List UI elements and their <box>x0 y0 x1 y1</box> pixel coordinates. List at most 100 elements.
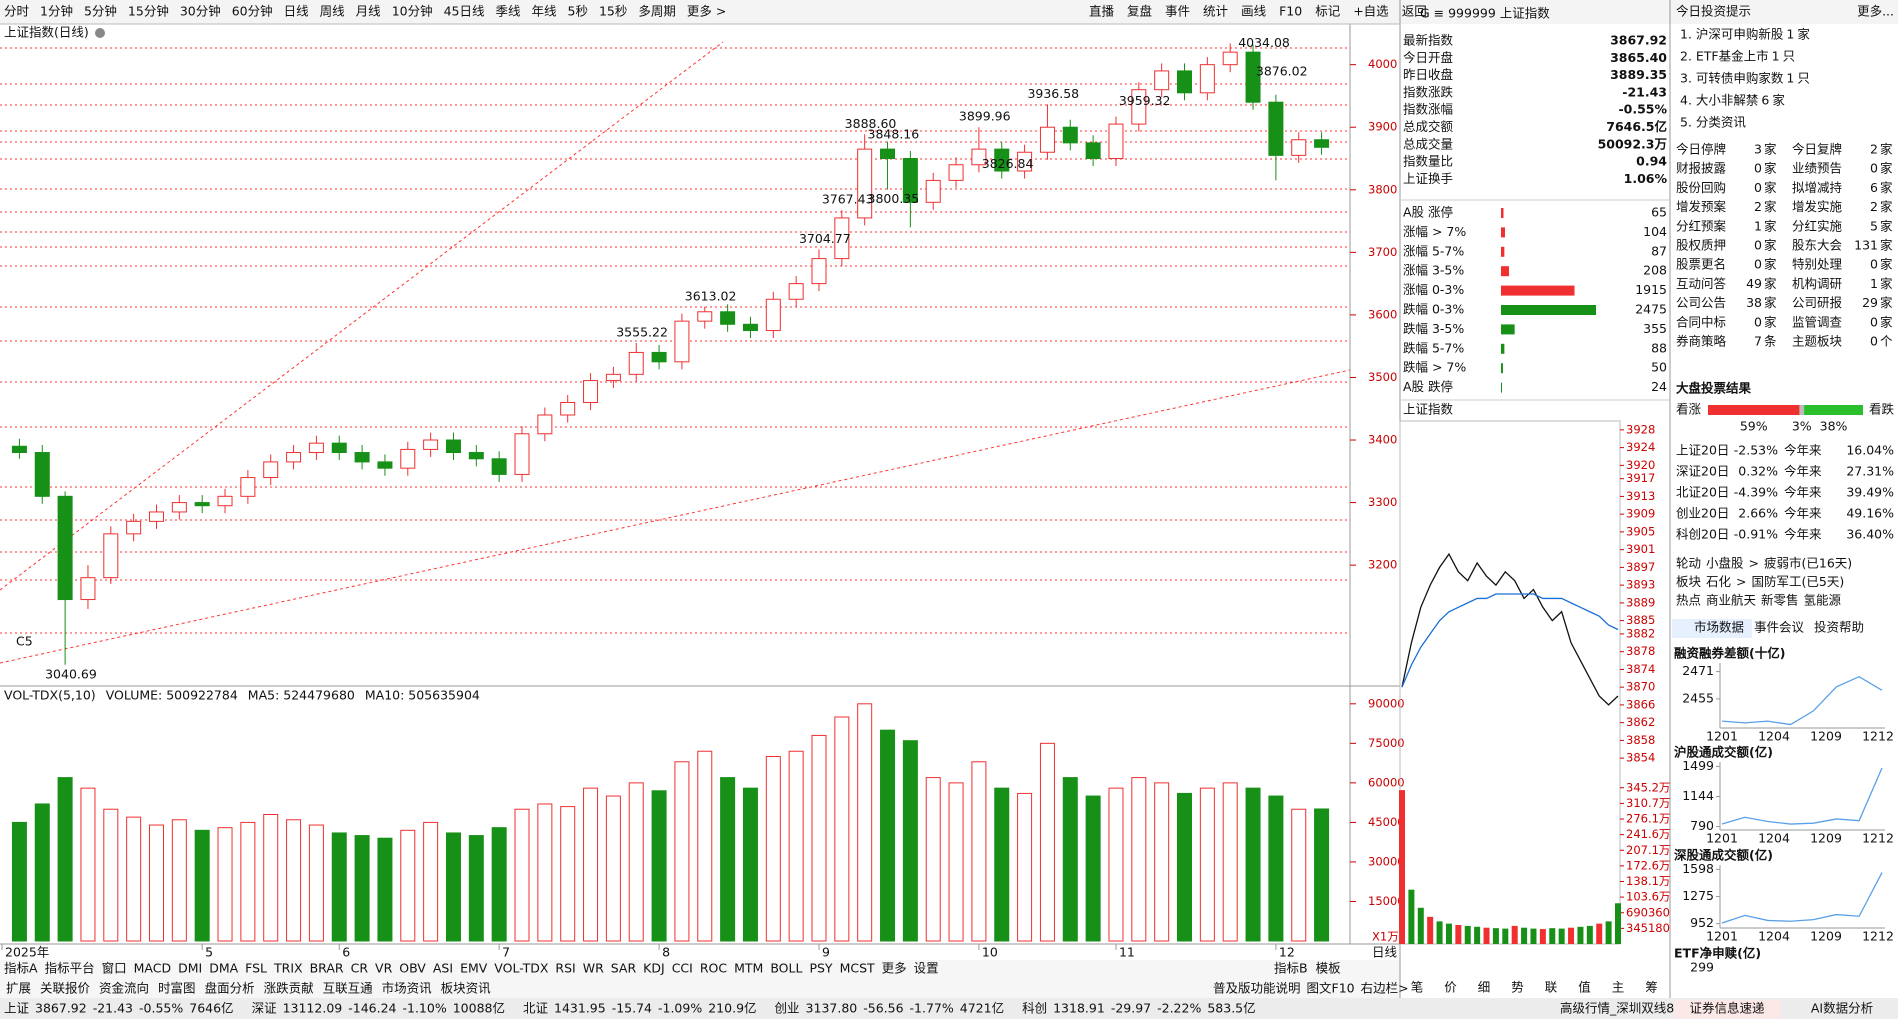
indicator-tab[interactable]: 指标B <box>1274 961 1308 976</box>
indicator-tab[interactable]: ASI <box>433 961 453 976</box>
intraday-tab[interactable]: 主 <box>1612 980 1625 995</box>
info-tab[interactable]: 涨跌贡献 <box>264 981 314 996</box>
candle-body <box>1268 101 1284 156</box>
period-tab[interactable]: 30分钟 <box>180 4 221 19</box>
info-tab[interactable]: 市场数据 <box>1694 620 1744 635</box>
indicator-tab[interactable]: 模板 <box>1316 961 1342 976</box>
indicator-tab[interactable]: SAR <box>611 961 637 976</box>
breadth-label: 跌幅 3-5% <box>1403 321 1464 336</box>
intraday-tab[interactable]: 联 <box>1545 980 1558 995</box>
intraday-tab[interactable]: 势 <box>1511 980 1524 995</box>
intraday-tab[interactable]: 细 <box>1478 980 1491 995</box>
period-tab[interactable]: 周线 <box>320 4 346 19</box>
status-item: -0.55% <box>139 1001 183 1016</box>
info-tab[interactable]: 盘面分析 <box>205 981 255 996</box>
volume-bar <box>468 835 484 942</box>
period-tab[interactable]: 更多 > <box>687 4 726 19</box>
info-tab[interactable]: 投资帮助 <box>1814 620 1864 635</box>
info-tab[interactable]: 普及版功能说明 <box>1213 981 1301 996</box>
status-item: 北证 <box>523 1001 549 1016</box>
indicator-tab[interactable]: RSI <box>555 961 575 976</box>
indicator-tab[interactable]: ROC <box>700 961 728 976</box>
info-tab[interactable]: 扩展 <box>6 981 31 996</box>
tool-button[interactable]: +自选 <box>1353 4 1389 19</box>
tips-more[interactable]: 更多... <box>1857 4 1894 19</box>
status-item[interactable]: 证券信息速递 <box>1689 1001 1765 1016</box>
indicator-tab[interactable]: 更多 <box>882 961 907 976</box>
indicator-tab[interactable]: VOL-TDX <box>494 961 549 976</box>
info-tab[interactable]: 时富图 <box>158 981 196 996</box>
period-tab[interactable]: 多周期 <box>638 4 676 19</box>
status-item[interactable]: AI数据分析 <box>1811 1001 1873 1016</box>
tool-button[interactable]: 画线 <box>1241 4 1267 19</box>
period-tab[interactable]: 10分钟 <box>392 4 433 19</box>
indicator-tab[interactable]: KDJ <box>643 961 665 976</box>
info-tab[interactable]: 右边栏> <box>1361 981 1409 996</box>
volume-bar <box>765 756 781 942</box>
info-tab[interactable]: 事件会议 <box>1754 620 1805 635</box>
period-tab[interactable]: 15秒 <box>599 4 627 19</box>
info-tab[interactable]: 板块资讯 <box>441 981 492 996</box>
indicator-tab[interactable]: MACD <box>134 961 171 976</box>
indicator-tab[interactable]: 指标平台 <box>45 961 95 976</box>
indicator-tab[interactable]: 指标A <box>4 961 38 976</box>
period-tab[interactable]: 45日线 <box>444 4 485 19</box>
period-tab[interactable]: 分时 <box>4 4 30 19</box>
period-tab[interactable]: 1分钟 <box>40 4 73 19</box>
tool-button[interactable]: 返回 <box>1402 4 1427 19</box>
info-tab[interactable]: 资金流向 <box>99 981 149 996</box>
breadth-value: 1915 <box>1635 282 1667 297</box>
indicator-tab[interactable]: EMV <box>460 961 488 976</box>
indicator-tab[interactable]: WR <box>583 961 604 976</box>
intraday-tab[interactable]: 筹 <box>1645 980 1658 995</box>
info-tab[interactable]: 图文F10 <box>1307 981 1355 996</box>
indicator-tab[interactable]: DMA <box>209 961 238 976</box>
period-tab[interactable]: 月线 <box>356 4 382 19</box>
tool-button[interactable]: 直播 <box>1089 4 1115 19</box>
period-tab[interactable]: 日线 <box>284 4 310 19</box>
intraday-tab[interactable]: 笔 <box>1411 980 1424 995</box>
period-tab[interactable]: 15分钟 <box>128 4 169 19</box>
tool-button[interactable]: 事件 <box>1165 4 1190 19</box>
intraday-tab[interactable]: 值 <box>1578 980 1591 995</box>
period-tab[interactable]: 年线 <box>532 4 558 19</box>
status-item: 上证 <box>4 1001 30 1016</box>
volume-bar <box>423 821 439 942</box>
indicator-tab[interactable]: CR <box>351 961 369 976</box>
period-tab[interactable]: 60分钟 <box>232 4 273 19</box>
period-tab[interactable]: 5分钟 <box>84 4 117 19</box>
grid-value: 6 <box>1870 180 1878 195</box>
info-tab[interactable]: 互联互通 <box>323 981 374 996</box>
breadth-value: 24 <box>1651 379 1667 394</box>
status-item: -15.74 <box>612 1001 652 1016</box>
intraday-tab[interactable]: 价 <box>1444 980 1457 995</box>
period-tab[interactable]: 季线 <box>496 4 522 19</box>
x-tick-label: 1209 <box>1810 729 1842 744</box>
tool-button[interactable]: F10 <box>1279 4 1302 19</box>
indicator-tab[interactable]: VR <box>375 961 393 976</box>
intraday-volume <box>1568 927 1575 944</box>
indicator-tab[interactable]: BOLL <box>770 961 802 976</box>
info-tab[interactable]: 关联报价 <box>40 981 91 996</box>
indicator-tab[interactable]: OBV <box>399 961 426 976</box>
indicator-tab[interactable]: CCI <box>672 961 693 976</box>
indicator-tab[interactable]: 设置 <box>914 961 939 976</box>
indicator-tab[interactable]: MCST <box>840 961 875 976</box>
indicator-tab[interactable]: 窗口 <box>102 961 127 976</box>
tool-button[interactable]: 统计 <box>1203 4 1228 19</box>
info-tab[interactable]: 市场资讯 <box>382 981 433 996</box>
grid-value: 0 <box>1754 161 1762 176</box>
tool-button[interactable]: 复盘 <box>1127 4 1152 19</box>
stat-label: 指数量比 <box>1403 154 1453 169</box>
grid-label: 财报披露 <box>1676 161 1727 176</box>
indicator-tab[interactable]: TRIX <box>273 961 303 976</box>
indicator-tab[interactable]: MTM <box>734 961 763 976</box>
period-tab[interactable]: 5秒 <box>568 4 588 19</box>
indicator-tab[interactable]: BRAR <box>310 961 344 976</box>
indicator-tab[interactable]: DMI <box>178 961 202 976</box>
indicator-tab[interactable]: PSY <box>809 961 832 976</box>
indicator-tab[interactable]: FSL <box>245 961 267 976</box>
x-tick-label: 1212 <box>1862 929 1894 944</box>
tool-button[interactable]: 标记 <box>1315 4 1341 19</box>
